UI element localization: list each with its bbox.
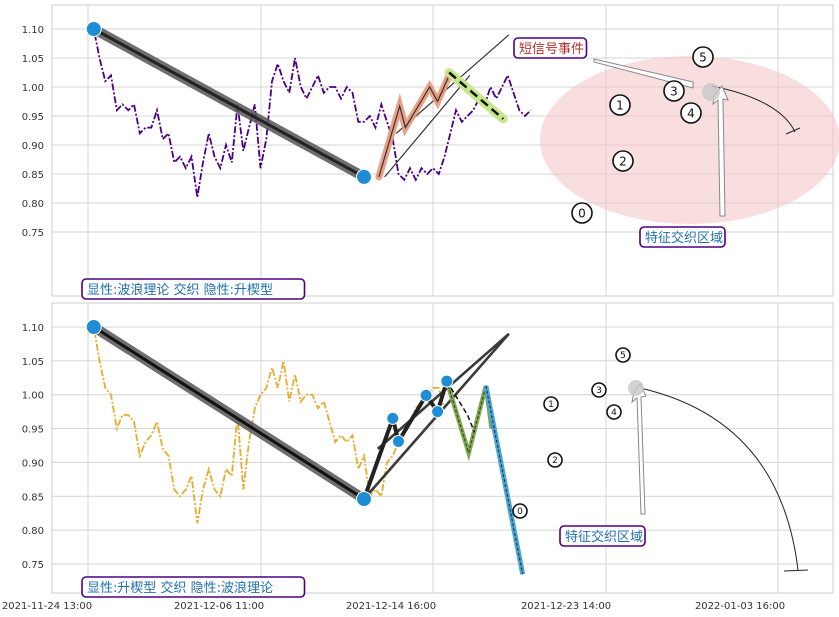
wave-label-3: 3 (596, 386, 602, 396)
y-tick-label: 1.10 (22, 25, 44, 36)
wave-label-2-circle (547, 452, 563, 468)
zone-label-box (559, 525, 646, 547)
y-tick-label: 1.05 (22, 54, 44, 65)
pattern-label-box (81, 576, 306, 598)
y-tick-label: 0.95 (22, 425, 44, 436)
trend-line (384, 75, 471, 178)
pivot-dot (440, 374, 454, 388)
wave-label-2: 2 (619, 154, 627, 168)
wave-label-3-circle (591, 382, 607, 398)
wave-label-0-circle (571, 202, 593, 224)
zone-label: 特征交织区域 (565, 529, 643, 545)
wave-label-4: 4 (687, 106, 695, 120)
event-label-box (513, 37, 588, 59)
pattern-label: 显性:波浪理论 交织 隐性:升楔型 (87, 282, 273, 298)
y-tick-label: 1.10 (22, 323, 44, 334)
wave-label-3-circle (663, 80, 685, 102)
wave-label-5: 5 (620, 351, 626, 361)
y-tick-label: 1.00 (22, 83, 44, 94)
x-tick-label: 2021-12-06 11:00 (174, 601, 264, 612)
pivot-dot (386, 411, 400, 425)
wave-label-4-circle (680, 102, 702, 124)
zone-label: 特征交织区域 (645, 230, 723, 246)
top-panel: 1.10 1.05 1.00 0.95 0.90 0.85 0.80 0.75 0 1 2 34 5 短信… (22, 4, 839, 300)
wave-label-5-circle (615, 347, 631, 363)
projection-green-dashed (446, 380, 476, 433)
event-arrow (593, 58, 694, 89)
zone-arrow (712, 85, 729, 217)
price-series-line (87, 27, 532, 198)
wave-path-line (378, 75, 450, 178)
wave-label-5: 5 (699, 50, 707, 64)
main-pivot-core (93, 27, 365, 179)
y-tick-label: 0.80 (22, 526, 44, 537)
y-tick-label: 0.85 (22, 170, 44, 181)
wave-label-0: 0 (517, 507, 523, 517)
pivot-dot (356, 490, 372, 507)
y-tick-label: 1.05 (22, 357, 44, 368)
projection-arc (711, 85, 796, 133)
wave-label-0-circle (512, 503, 528, 519)
wave-label-2-circle (612, 150, 634, 172)
wave-label-1-circle (609, 94, 631, 116)
zone-marker (702, 83, 720, 101)
x-tick-label: 2021-12-23 14:00 (521, 601, 611, 612)
projection-arc-tick (785, 127, 801, 135)
wave-label-5-circle (692, 46, 714, 68)
wave-label-1: 1 (548, 400, 554, 410)
event-label: 短信号事件 (519, 42, 584, 57)
pivot-dot (419, 388, 433, 402)
pattern-label-box (81, 278, 306, 300)
pivot-dot (85, 319, 102, 335)
plot-area (51, 302, 834, 594)
y-tick-label: 0.90 (22, 458, 44, 469)
projection-dashed-line (448, 71, 505, 120)
projection-arc-tick (783, 569, 809, 572)
wave-label-4: 4 (611, 408, 617, 418)
pattern-label: 显性:升楔型 交织 隐性:波浪理论 (87, 580, 273, 596)
x-tick-label: 2022-01-03 16:00 (695, 601, 785, 612)
projection-arc (639, 387, 799, 571)
y-tick-label: 0.90 (22, 141, 44, 152)
wave-label-3: 3 (670, 84, 678, 98)
x-tick-label: 2021-12-14 16:00 (346, 601, 436, 612)
pivot-dot (356, 168, 372, 185)
pivot-dot (392, 434, 405, 448)
pivot-dot (431, 405, 445, 419)
pivot-dot (85, 21, 102, 37)
y-tick-label: 0.95 (22, 112, 44, 123)
wave-label-2: 2 (552, 456, 558, 466)
x-tick-label: 2021-11-24 13:00 (2, 601, 92, 612)
bottom-panel: 1.10 1.05 1.00 0.95 0.90 0.85 0.80 0.75 0 1 2 3 4 5 特征… (2, 302, 834, 612)
wave-label-0: 0 (578, 206, 586, 220)
wave-label-1: 1 (616, 98, 624, 112)
y-tick-label: 0.85 (22, 492, 44, 503)
y-tick-label: 0.75 (22, 228, 44, 239)
wave-label-1-circle (543, 396, 559, 412)
y-tick-label: 1.00 (22, 391, 44, 402)
projection-blue-line (485, 385, 524, 575)
zone-label-box (639, 226, 726, 248)
y-tick-label: 0.80 (22, 199, 44, 210)
zone-marker (628, 380, 644, 396)
y-tick-label: 0.75 (22, 560, 44, 571)
wave-label-4-circle (606, 404, 622, 420)
main-pivot-core (92, 325, 365, 501)
